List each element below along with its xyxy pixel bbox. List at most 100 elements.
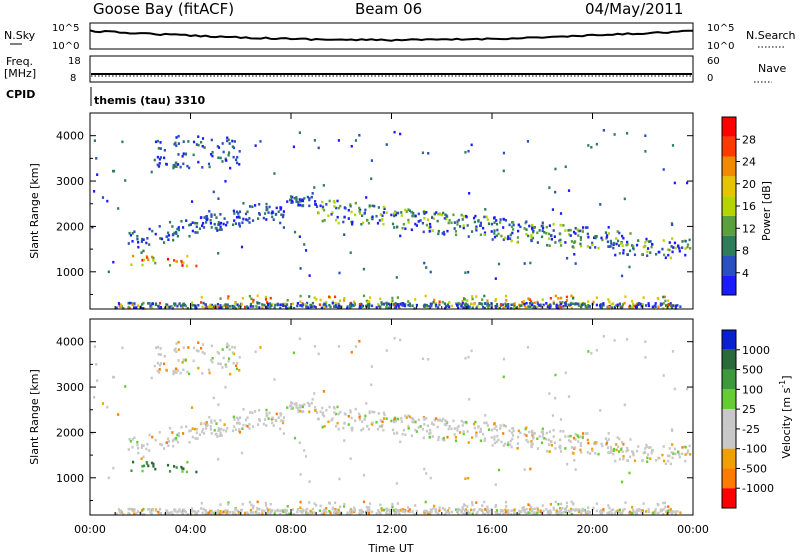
velocity-cell xyxy=(168,426,172,430)
velocity-panel xyxy=(89,318,694,516)
velocity-cell xyxy=(156,345,160,349)
velocity-cell xyxy=(298,337,302,341)
velocity-cell xyxy=(382,508,386,512)
power-cell xyxy=(380,301,383,304)
power-cell xyxy=(412,211,415,215)
power-cell xyxy=(219,297,222,300)
power-cell xyxy=(196,231,199,234)
power-cell xyxy=(328,199,331,203)
velocity-cell xyxy=(390,419,393,423)
power-cell xyxy=(417,220,420,223)
velocity-cell xyxy=(671,510,675,514)
power-cell xyxy=(427,152,430,155)
velocity-cell xyxy=(414,420,417,424)
power-cell xyxy=(194,304,197,308)
velocity-cell xyxy=(321,411,325,415)
velocity-cell xyxy=(191,435,194,439)
velocity-cell xyxy=(350,416,353,420)
velocity-cell xyxy=(141,513,145,516)
velocity-cell xyxy=(477,425,480,429)
velocity-cell xyxy=(428,436,431,439)
velocity-cell xyxy=(149,511,152,514)
velocity-cell xyxy=(671,350,675,353)
power-cell xyxy=(662,307,665,310)
velocity-cell xyxy=(546,511,549,515)
power-cell xyxy=(177,142,181,145)
velocity-cell xyxy=(226,427,229,430)
power-cell xyxy=(177,153,180,156)
power-cell xyxy=(188,166,191,170)
velocity-cell xyxy=(196,437,199,440)
power-cell xyxy=(140,237,144,241)
power-cell xyxy=(580,305,583,309)
power-cell xyxy=(197,135,200,139)
velocity-cell xyxy=(141,509,144,512)
velocity-cell xyxy=(139,512,142,516)
power-cell xyxy=(587,300,590,303)
power-cell xyxy=(587,304,590,307)
velocity-cell xyxy=(158,431,161,434)
velocity-cell xyxy=(640,511,643,514)
power-cell xyxy=(361,305,364,308)
velocity-cell xyxy=(354,407,357,411)
power-cell xyxy=(348,303,352,307)
power-cell xyxy=(330,213,333,216)
power-cell xyxy=(635,307,638,310)
velocity-cell xyxy=(157,371,161,374)
power-cell xyxy=(226,221,229,224)
velocity-cell xyxy=(373,410,376,414)
power-cell xyxy=(394,305,398,308)
velocity-cell xyxy=(325,511,328,514)
velocity-cell xyxy=(684,453,687,456)
velocity-cell xyxy=(297,407,300,410)
power-cell xyxy=(264,298,268,301)
velocity-cell xyxy=(233,346,236,349)
velocity-cell xyxy=(637,507,641,511)
velocity-cell xyxy=(427,512,430,516)
velocity-cell xyxy=(299,405,302,409)
velocity-cell xyxy=(261,512,264,515)
power-cell xyxy=(407,208,410,211)
velocity-cell xyxy=(678,455,681,459)
velocity-cell xyxy=(173,465,176,468)
power-cell xyxy=(209,303,212,307)
velocity-cell xyxy=(201,430,204,434)
power-cell xyxy=(686,243,690,246)
velocity-cell xyxy=(95,363,98,366)
velocity-cell xyxy=(182,508,185,512)
power-cell xyxy=(614,304,617,308)
velocity-cell xyxy=(560,511,563,515)
velocity-cell xyxy=(154,467,157,471)
velocity-cell xyxy=(181,512,184,516)
power-cell xyxy=(586,245,589,248)
velocity-cell xyxy=(599,510,602,513)
velocity-cell xyxy=(530,509,534,513)
velocity-cell xyxy=(146,443,149,446)
velocity-cell xyxy=(133,508,136,511)
power-cell xyxy=(490,301,493,305)
velocity-cell xyxy=(195,431,198,435)
velocity-cell xyxy=(607,432,610,435)
power-cell xyxy=(226,139,229,143)
velocity-cell xyxy=(537,510,541,513)
velocity-cell xyxy=(219,427,223,431)
velocity-cell xyxy=(182,467,185,471)
velocity-cell xyxy=(293,402,296,406)
power-cell xyxy=(359,208,362,212)
power-cell xyxy=(231,145,235,149)
power-cell xyxy=(429,270,432,274)
velocity-cell xyxy=(150,512,153,515)
velocity-cell xyxy=(290,407,293,410)
velocity-cell xyxy=(210,419,213,422)
velocity-cell xyxy=(497,438,500,442)
velocity-cell xyxy=(579,448,582,452)
power-cell xyxy=(564,165,567,169)
power-cell xyxy=(271,303,274,306)
velocity-cell xyxy=(236,361,239,365)
velocity-cell xyxy=(158,512,161,516)
velocity-cell xyxy=(235,421,239,425)
velocity-cell xyxy=(516,442,520,445)
velocity-cell xyxy=(403,510,406,513)
velocity-cell xyxy=(594,442,597,446)
